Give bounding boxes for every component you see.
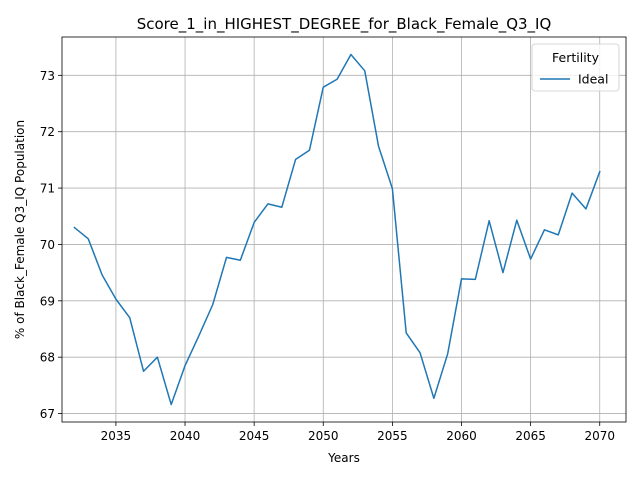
y-axis-label: % of Black_Female Q3_IQ Population bbox=[13, 120, 27, 339]
x-tick-label: 2045 bbox=[239, 429, 270, 443]
grid-lines bbox=[62, 37, 626, 422]
y-tick-label: 70 bbox=[40, 238, 55, 252]
x-tick-label: 2065 bbox=[515, 429, 546, 443]
legend: Fertility Ideal bbox=[531, 43, 620, 92]
y-tick-label: 67 bbox=[40, 407, 55, 421]
legend-title: Fertility bbox=[552, 50, 600, 65]
x-axis-label: Years bbox=[327, 451, 360, 465]
series-lines bbox=[73, 53, 601, 406]
legend-entry-ideal: Ideal bbox=[578, 72, 608, 87]
x-tick-label: 2055 bbox=[377, 429, 408, 443]
x-tick-label: 2035 bbox=[101, 429, 132, 443]
x-tick-label: 2070 bbox=[584, 429, 615, 443]
x-tick-label: 2060 bbox=[446, 429, 477, 443]
plot-frame bbox=[61, 36, 627, 423]
y-tick-label: 71 bbox=[40, 182, 55, 196]
series-line-ideal bbox=[73, 53, 601, 406]
y-tick-label: 72 bbox=[40, 125, 55, 139]
chart-title: Score_1_in_HIGHEST_DEGREE_for_Black_Fema… bbox=[137, 15, 552, 34]
x-tick-label: 2040 bbox=[170, 429, 201, 443]
y-tick-label: 69 bbox=[40, 294, 55, 308]
y-tick-label: 68 bbox=[40, 351, 55, 365]
y-axis-ticks: 67 68 69 70 71 72 73 bbox=[40, 69, 62, 421]
y-tick-label: 73 bbox=[40, 69, 55, 83]
x-axis-ticks: 2035 2040 2045 2050 2055 2060 2065 2070 bbox=[101, 422, 615, 443]
x-tick-label: 2050 bbox=[308, 429, 339, 443]
